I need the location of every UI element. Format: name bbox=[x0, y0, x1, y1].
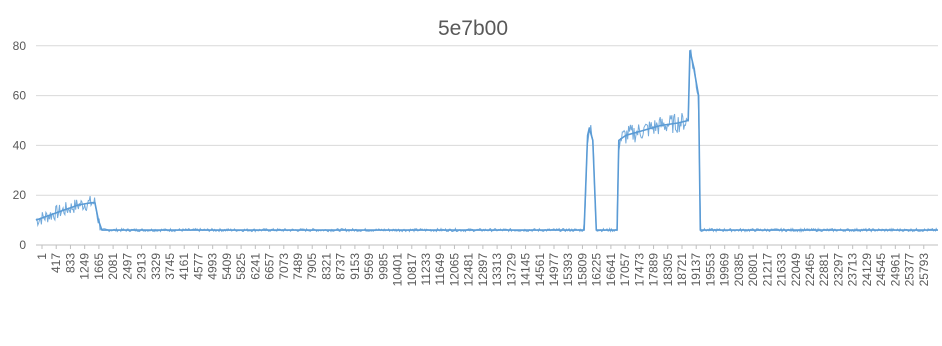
x-tick-label: 1 bbox=[35, 253, 49, 260]
x-tick-label: 7073 bbox=[277, 253, 291, 280]
x-tick-label: 22465 bbox=[803, 253, 817, 287]
x-tick-label: 17057 bbox=[618, 253, 632, 287]
x-tick-label: 3329 bbox=[149, 253, 163, 280]
y-tick-label: 80 bbox=[13, 39, 27, 53]
x-tick-label: 11649 bbox=[433, 253, 447, 286]
x-tick-label: 24961 bbox=[888, 253, 902, 287]
x-tick-label: 4577 bbox=[191, 253, 205, 280]
x-tick-label: 14145 bbox=[519, 253, 533, 287]
x-tick-label: 3745 bbox=[163, 253, 177, 280]
x-tick-label: 4993 bbox=[206, 253, 220, 280]
x-tick-label: 5825 bbox=[234, 253, 248, 280]
x-tick-label: 21217 bbox=[760, 253, 774, 287]
x-tick-label: 16641 bbox=[604, 253, 618, 287]
x-tick-label: 9569 bbox=[362, 253, 376, 280]
x-tick-label: 24545 bbox=[874, 253, 888, 287]
x-tick-label: 22881 bbox=[817, 253, 831, 287]
x-tick-label: 11233 bbox=[419, 253, 433, 286]
y-tick-label: 40 bbox=[13, 138, 27, 152]
y-tick-label: 20 bbox=[13, 188, 27, 202]
x-tick-label: 15809 bbox=[575, 253, 589, 287]
x-tick-label: 1665 bbox=[92, 253, 106, 280]
x-tick-label: 7905 bbox=[305, 253, 319, 280]
x-tick-label: 6657 bbox=[263, 253, 277, 280]
x-tick-label: 14561 bbox=[533, 253, 547, 287]
y-tick-label: 100 bbox=[6, 0, 26, 3]
chart-title: 5e7b00 bbox=[438, 17, 508, 40]
x-tick-label: 2081 bbox=[106, 253, 120, 280]
x-tick-label: 19553 bbox=[703, 253, 717, 287]
x-tick-label: 10401 bbox=[391, 253, 405, 287]
x-tick-label: 12897 bbox=[476, 253, 490, 287]
x-tick-label: 2497 bbox=[120, 253, 134, 280]
x-tick-label: 12065 bbox=[447, 253, 461, 287]
x-tick-label: 14977 bbox=[547, 253, 561, 287]
x-tick-label: 8737 bbox=[334, 253, 348, 280]
x-tick-label: 8321 bbox=[319, 253, 333, 280]
x-tick-label: 18305 bbox=[661, 253, 675, 287]
x-tick-label: 16225 bbox=[590, 253, 604, 287]
x-tick-label: 9985 bbox=[376, 253, 390, 280]
x-tick-label: 18721 bbox=[675, 253, 689, 287]
x-tick-label: 2913 bbox=[135, 253, 149, 280]
x-tick-label: 9153 bbox=[348, 253, 362, 280]
series-line-0 bbox=[35, 49, 938, 231]
x-tick-label: 25377 bbox=[903, 253, 917, 287]
x-tick-label: 417 bbox=[49, 253, 63, 273]
y-axis-ticks: 0 20 40 60 80 100 bbox=[6, 0, 26, 252]
series-noise-0 bbox=[35, 49, 938, 233]
x-tick-label: 13313 bbox=[490, 253, 504, 287]
gridlines bbox=[36, 45, 938, 246]
x-tick-label: 20385 bbox=[732, 253, 746, 287]
x-tick-label: 17473 bbox=[632, 253, 646, 287]
x-tick-label: 23713 bbox=[846, 253, 860, 287]
x-tick-label: 13729 bbox=[504, 253, 518, 287]
x-tick-label: 23297 bbox=[831, 253, 845, 287]
x-tick-label: 19969 bbox=[718, 253, 732, 287]
x-tick-label: 12481 bbox=[462, 253, 476, 287]
x-tick-label: 19137 bbox=[689, 253, 703, 287]
x-tick-label: 7489 bbox=[291, 253, 305, 280]
x-tick-label: 6241 bbox=[248, 253, 262, 280]
x-tick-label: 17889 bbox=[647, 253, 661, 287]
x-tick-label: 10817 bbox=[405, 253, 419, 287]
x-tick-label: 24129 bbox=[860, 253, 874, 287]
x-axis-ticks: 1 417 833 1249 1665 2081 2497 2913 3329 3745 4161 4… bbox=[35, 245, 931, 286]
x-tick-label: 22049 bbox=[789, 253, 803, 287]
y-tick-label: 60 bbox=[13, 89, 27, 103]
x-tick-label: 1249 bbox=[78, 253, 92, 280]
x-tick-label: 15393 bbox=[561, 253, 575, 287]
x-tick-label: 25793 bbox=[917, 253, 931, 287]
y-tick-label: 0 bbox=[19, 238, 26, 252]
x-tick-label: 5409 bbox=[220, 253, 234, 280]
x-tick-label: 4161 bbox=[177, 253, 191, 280]
series-layer bbox=[35, 49, 938, 233]
x-tick-label: 21633 bbox=[775, 253, 789, 287]
x-tick-label: 833 bbox=[63, 253, 77, 273]
x-tick-label: 20801 bbox=[746, 253, 760, 287]
